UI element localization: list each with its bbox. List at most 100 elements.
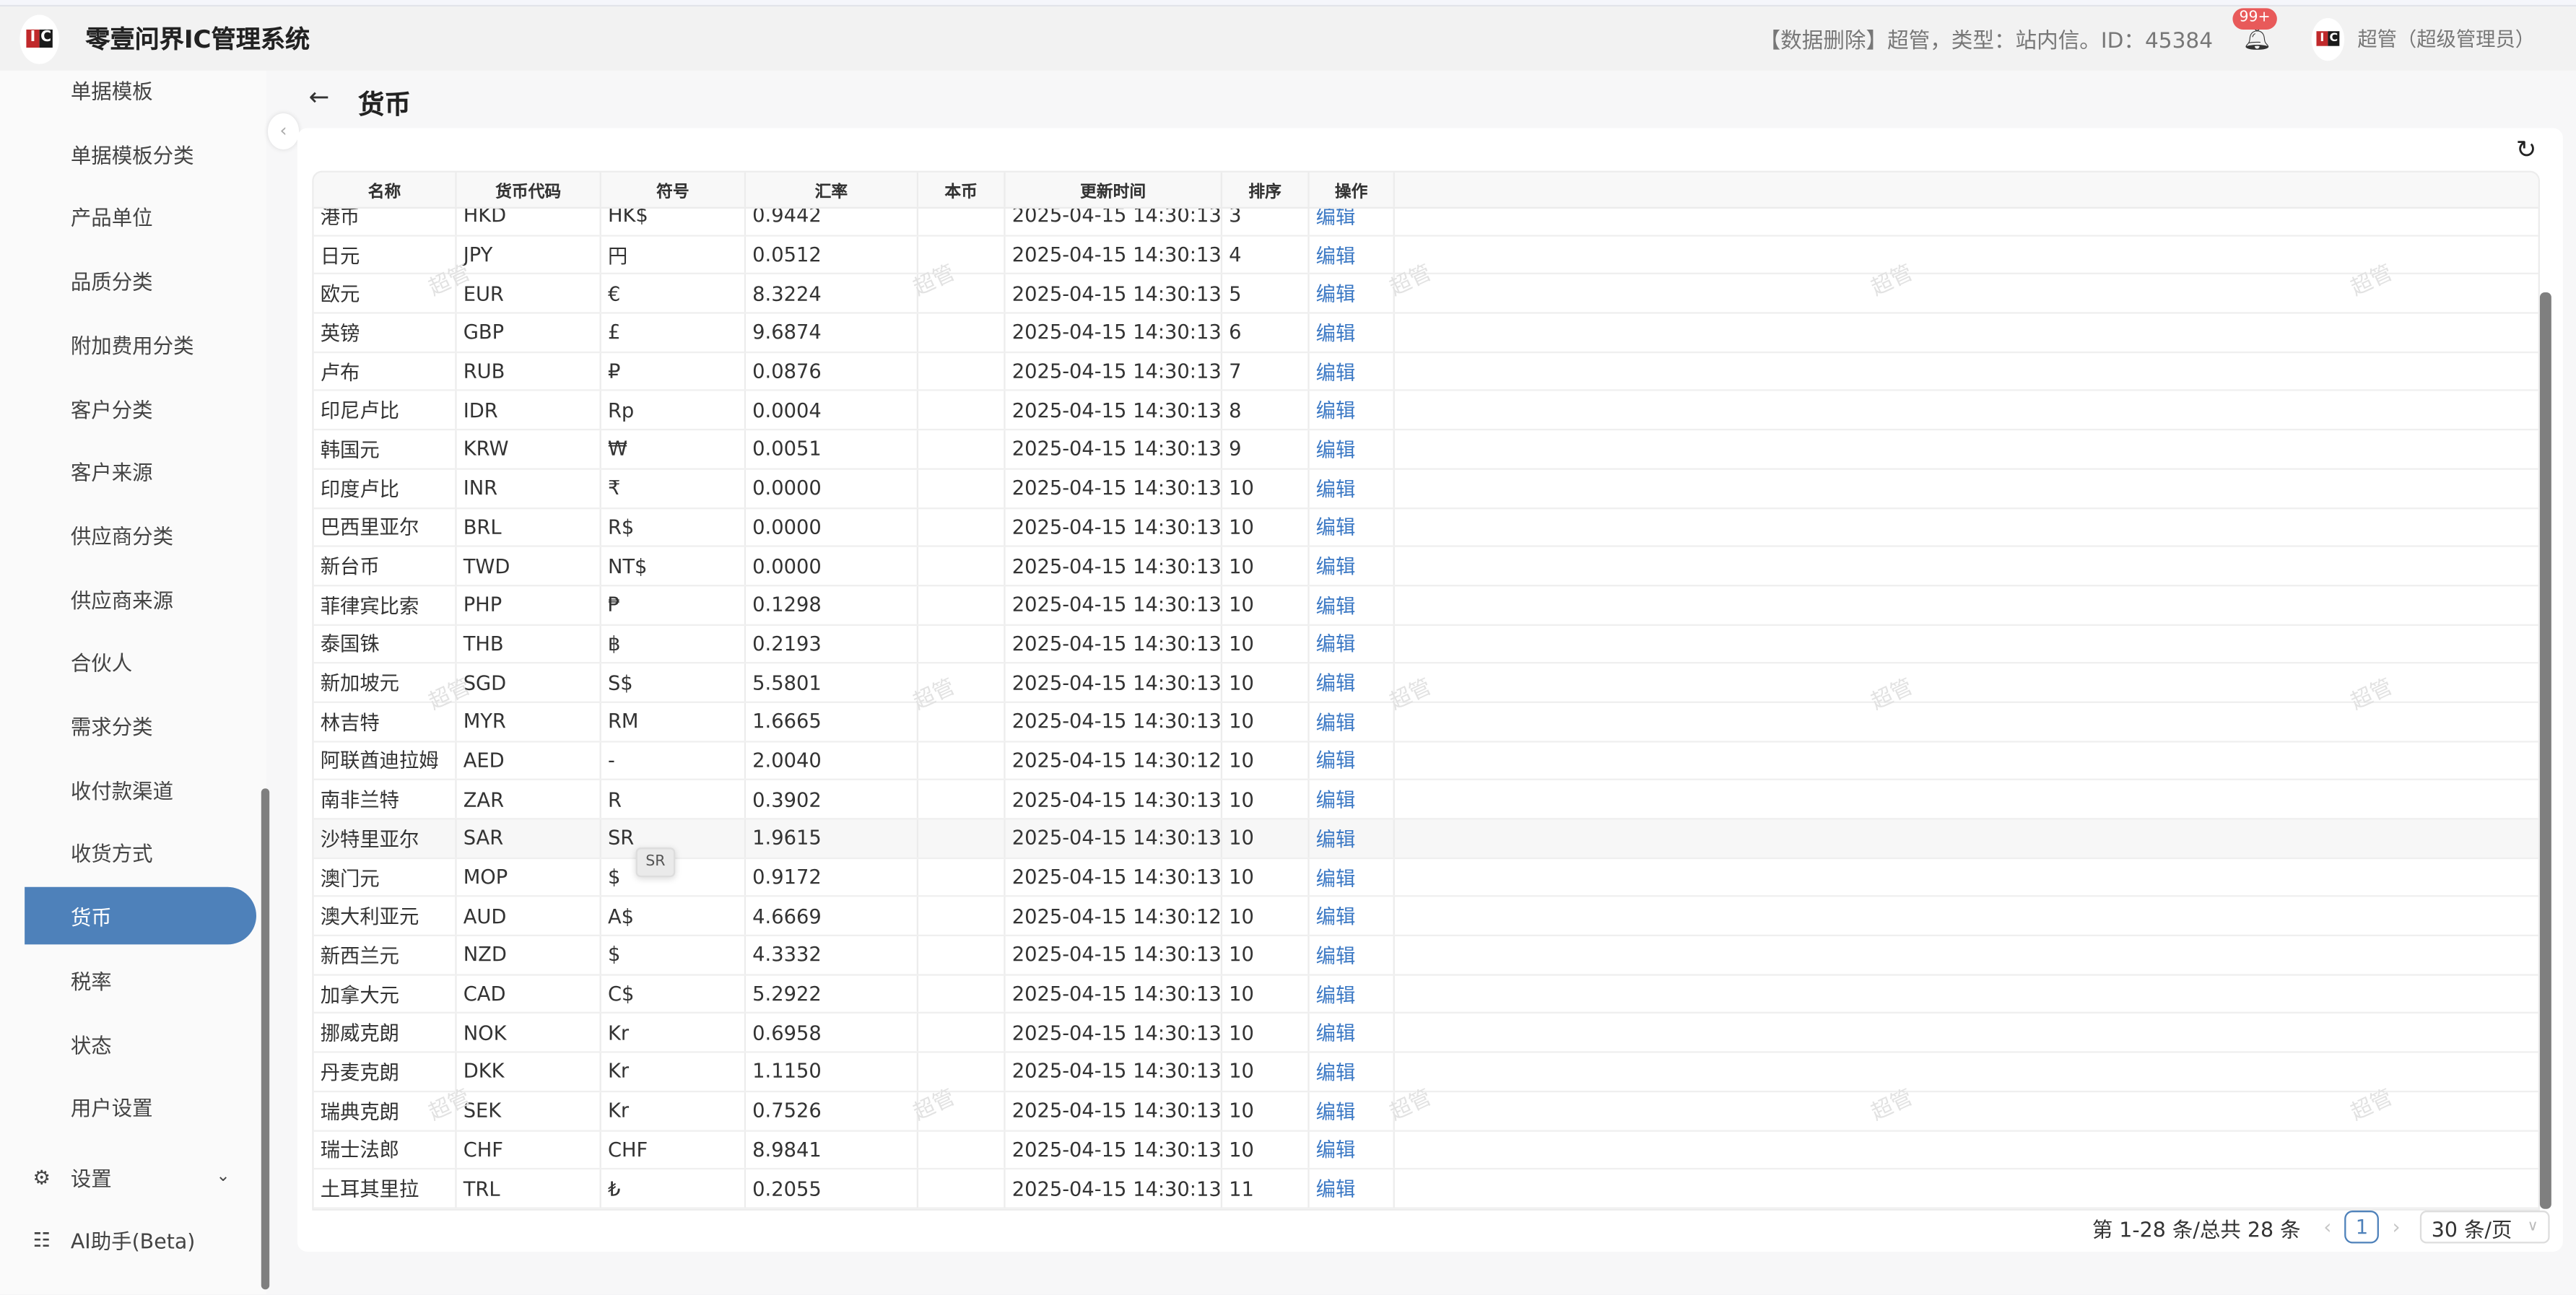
edit-link[interactable]: 编辑 [1310, 274, 1395, 313]
page-1-button[interactable]: 1 [2344, 1211, 2380, 1244]
sidebar-item[interactable]: 供应商来源 [25, 570, 256, 627]
back-arrow-icon[interactable]: ← [308, 82, 330, 112]
table-row: 日元 JPY 円 0.0512 2025-04-15 14:30:13 4 编辑 [313, 235, 2538, 275]
table-cell: 2025-04-15 14:30:13 [1006, 1130, 1222, 1169]
sidebar-scrollbar[interactable] [261, 788, 270, 1290]
edit-link[interactable]: 编辑 [1310, 936, 1395, 974]
table-cell [918, 313, 1006, 352]
table-cell [918, 1091, 1006, 1130]
edit-link[interactable]: 编辑 [1310, 819, 1395, 858]
table-cell: 10 [1222, 1052, 1310, 1091]
table-cell: RUB [457, 352, 601, 391]
sidebar-item-ai[interactable]: ☷ AI助手(Beta) [25, 1211, 256, 1268]
edit-link[interactable]: 编辑 [1310, 1052, 1395, 1091]
column-header[interactable]: 名称 [314, 172, 457, 207]
notice-ticker[interactable]: 【数据删除】超管，类型：站内信。ID：45384 [1759, 29, 2214, 55]
table-cell: ₩ [601, 430, 747, 468]
refresh-icon[interactable]: ↻ [2515, 134, 2537, 165]
pagination-summary: 第 1-28 条/总共 28 条 [2092, 1216, 2301, 1242]
column-header[interactable]: 排序 [1222, 172, 1310, 207]
bell-icon[interactable]: 🔔︎ 99+ [2232, 7, 2277, 52]
table-cell [918, 208, 1006, 235]
sidebar-item[interactable]: 税率 [25, 951, 256, 1008]
collapse-sidebar-button[interactable]: ‹ [267, 113, 300, 150]
table-cell: 0.0876 [746, 352, 919, 391]
table-cell: JPY [457, 235, 601, 274]
table-cell: 0.7526 [746, 1091, 919, 1130]
column-header[interactable]: 符号 [601, 172, 747, 207]
edit-link[interactable]: 编辑 [1310, 208, 1395, 235]
table-row: 加拿大元 CAD C$ 5.2922 2025-04-15 14:30:13 10 编辑 [313, 975, 2538, 1014]
table-cell: 南非兰特 [314, 780, 457, 819]
edit-link[interactable]: 编辑 [1310, 897, 1395, 935]
sidebar-item[interactable]: 客户分类 [25, 379, 256, 437]
page-size-select[interactable]: 30 条/页 ∨ [2419, 1211, 2550, 1244]
prev-page-icon[interactable]: ‹ [2323, 1215, 2332, 1239]
sidebar-item[interactable]: 附加费用分类 [25, 315, 256, 372]
edit-link[interactable]: 编辑 [1310, 741, 1395, 780]
column-header[interactable]: 本币 [918, 172, 1006, 207]
sidebar-item[interactable]: 客户来源 [25, 442, 256, 500]
table-cell: 10 [1222, 780, 1310, 819]
edit-link[interactable]: 编辑 [1310, 1091, 1395, 1130]
table-cell: 2025-04-15 14:30:13 [1006, 975, 1222, 1013]
edit-link[interactable]: 编辑 [1310, 586, 1395, 624]
edit-link[interactable]: 编辑 [1310, 1169, 1395, 1208]
table-cell: 阿联酋迪拉姆 [314, 741, 457, 780]
table-cell: R [601, 780, 747, 819]
sidebar-item[interactable]: 用户设置 [25, 1078, 256, 1135]
sidebar-item-settings[interactable]: ⚙ 设置 ⌄ [25, 1148, 256, 1206]
column-header[interactable]: 汇率 [746, 172, 919, 207]
edit-link[interactable]: 编辑 [1310, 313, 1395, 352]
table-cell: 2025-04-15 14:30:13 [1006, 780, 1222, 819]
edit-link[interactable]: 编辑 [1310, 469, 1395, 507]
edit-link[interactable]: 编辑 [1310, 430, 1395, 468]
sidebar-item[interactable]: 合伙人 [25, 633, 256, 691]
edit-link[interactable]: 编辑 [1310, 547, 1395, 585]
table-cell: DKK [457, 1052, 601, 1091]
next-page-icon[interactable]: › [2392, 1215, 2401, 1239]
edit-link[interactable]: 编辑 [1310, 352, 1395, 391]
edit-link[interactable]: 编辑 [1310, 508, 1395, 546]
page-size-value: 30 条/页 [2431, 1216, 2512, 1242]
sidebar-item[interactable]: 收付款渠道 [25, 760, 256, 818]
sidebar-item-label: 品质分类 [70, 269, 153, 295]
column-header[interactable]: 更新时间 [1006, 172, 1222, 207]
sidebar-item[interactable]: 品质分类 [25, 251, 256, 309]
edit-link[interactable]: 编辑 [1310, 858, 1395, 897]
table-scrollbar[interactable] [2539, 292, 2551, 1209]
table-cell: 新西兰元 [314, 936, 457, 974]
table-body[interactable]: 港币 HKD HK$ 0.9442 2025-04-15 14:30:13 3 编辑 日元 JP… [313, 208, 2538, 1209]
table-row: 新加坡元 SGD S$ 5.5801 2025-04-15 14:30:13 10 编辑 [313, 663, 2538, 703]
edit-link[interactable]: 编辑 [1310, 624, 1395, 663]
edit-link[interactable]: 编辑 [1310, 235, 1395, 274]
user-name[interactable]: 超管（超级管理员） [2357, 27, 2536, 51]
sidebar-item[interactable]: 单据模板分类 [25, 124, 256, 182]
edit-link[interactable]: 编辑 [1310, 702, 1395, 741]
table-cell: 9 [1222, 430, 1310, 468]
sidebar-item[interactable]: 需求分类 [25, 697, 256, 754]
table-cell: INR [457, 469, 601, 507]
column-header[interactable]: 货币代码 [457, 172, 601, 207]
edit-link[interactable]: 编辑 [1310, 663, 1395, 702]
edit-link[interactable]: 编辑 [1310, 391, 1395, 430]
table-cell: SGD [457, 663, 601, 702]
sidebar-item[interactable]: 单据模板 [25, 61, 256, 118]
table-cell: R$ [601, 508, 747, 546]
table-cell: 10 [1222, 547, 1310, 585]
edit-link[interactable]: 编辑 [1310, 1130, 1395, 1169]
sidebar-item[interactable]: 货币 [25, 886, 256, 945]
table-cell: 10 [1222, 741, 1310, 780]
edit-link[interactable]: 编辑 [1310, 975, 1395, 1013]
edit-link[interactable]: 编辑 [1310, 780, 1395, 819]
gear-icon: ⚙ [32, 1165, 51, 1189]
table-cell: 10 [1222, 819, 1310, 858]
sidebar-item[interactable]: 收货方式 [25, 824, 256, 881]
sidebar-item[interactable]: 产品单位 [25, 188, 256, 245]
column-header[interactable]: 操作 [1310, 172, 1395, 207]
sidebar-item[interactable]: 供应商分类 [25, 506, 256, 564]
edit-link[interactable]: 编辑 [1310, 1013, 1395, 1052]
sidebar-item[interactable]: 状态 [25, 1014, 256, 1072]
